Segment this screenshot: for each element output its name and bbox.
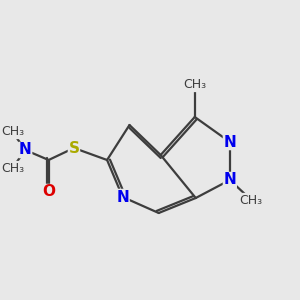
Text: CH₃: CH₃ bbox=[240, 194, 263, 206]
Text: N: N bbox=[19, 142, 31, 158]
Text: S: S bbox=[68, 140, 80, 155]
Text: CH₃: CH₃ bbox=[1, 161, 24, 175]
Text: O: O bbox=[42, 184, 55, 200]
Text: N: N bbox=[224, 172, 236, 188]
Text: N: N bbox=[224, 134, 236, 149]
Text: CH₃: CH₃ bbox=[1, 125, 24, 139]
Text: CH₃: CH₃ bbox=[183, 79, 206, 92]
Text: N: N bbox=[116, 190, 129, 205]
